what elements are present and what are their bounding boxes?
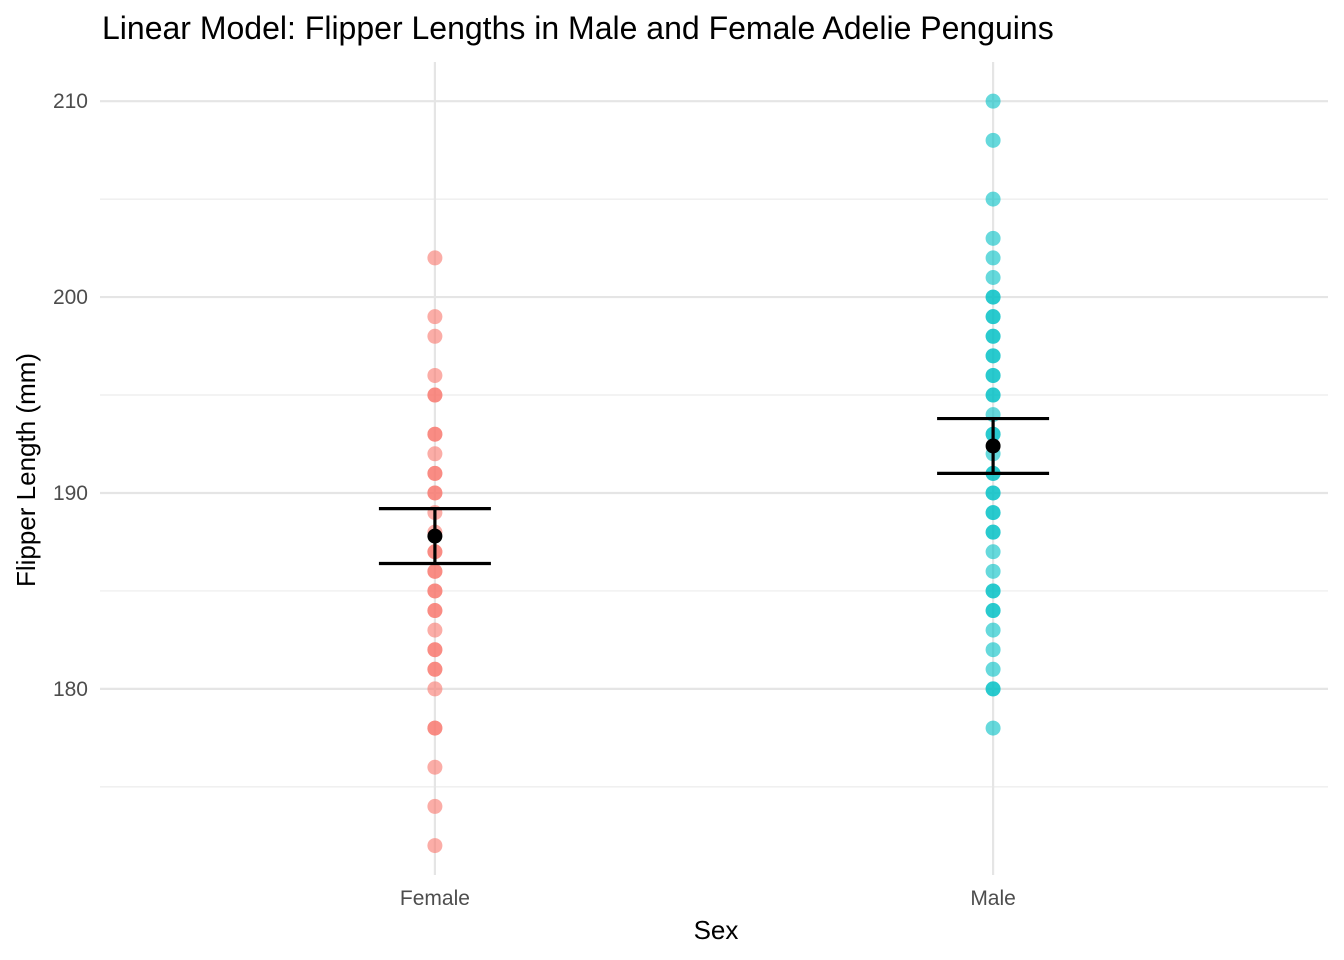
estimate-female xyxy=(378,507,491,566)
data-points xyxy=(427,93,1001,854)
data-point-male xyxy=(985,583,1001,599)
data-point-male xyxy=(985,622,1001,638)
data-point-male xyxy=(985,191,1001,207)
data-point-male xyxy=(985,132,1001,148)
y-tick-label: 210 xyxy=(53,90,88,113)
data-point-female xyxy=(427,838,443,854)
data-point-female xyxy=(427,426,443,442)
data-point-male xyxy=(985,289,1001,305)
y-axis-title: Flipper Length (mm) xyxy=(11,353,41,587)
data-point-female xyxy=(427,759,443,775)
x-tick-label: Female xyxy=(400,887,470,910)
grid xyxy=(100,62,1328,875)
data-point-male xyxy=(985,603,1001,619)
x-axis-tick-labels: Female Male xyxy=(400,887,1016,910)
x-axis-title: Sex xyxy=(694,915,739,945)
data-point-female xyxy=(427,583,443,599)
data-point-female xyxy=(427,720,443,736)
data-point-female xyxy=(427,485,443,501)
data-point-female xyxy=(427,563,443,579)
y-axis-tick-labels: 180 190 200 210 xyxy=(53,90,88,701)
estimate-male xyxy=(937,416,1050,475)
data-point-male xyxy=(985,269,1001,285)
data-point-male xyxy=(985,485,1001,501)
y-tick-label: 190 xyxy=(53,482,88,505)
data-point-male xyxy=(985,681,1001,697)
data-point-male xyxy=(985,387,1001,403)
data-point-male xyxy=(985,328,1001,344)
model-estimates xyxy=(378,416,1050,566)
x-tick-label: Male xyxy=(970,887,1016,910)
data-point-female xyxy=(427,446,443,462)
mean-point xyxy=(427,528,443,544)
data-point-male xyxy=(985,524,1001,540)
data-point-female xyxy=(427,309,443,325)
data-point-female xyxy=(427,681,443,697)
data-point-female xyxy=(427,622,443,638)
data-point-female xyxy=(427,465,443,481)
y-tick-label: 180 xyxy=(53,678,88,701)
data-point-male xyxy=(985,367,1001,383)
data-point-male xyxy=(985,309,1001,325)
data-point-female xyxy=(427,367,443,383)
data-point-male xyxy=(985,544,1001,560)
chart-title: Linear Model: Flipper Lengths in Male an… xyxy=(102,10,1054,46)
data-point-male xyxy=(985,348,1001,364)
data-point-female xyxy=(427,328,443,344)
mean-point xyxy=(985,438,1001,454)
data-point-female xyxy=(427,387,443,403)
data-point-male xyxy=(985,720,1001,736)
data-point-male xyxy=(985,563,1001,579)
data-point-male xyxy=(985,642,1001,658)
data-point-male xyxy=(985,661,1001,677)
data-point-male xyxy=(985,93,1001,109)
data-point-female xyxy=(427,250,443,266)
y-tick-label: 200 xyxy=(53,286,88,309)
data-point-female xyxy=(427,603,443,619)
data-point-male xyxy=(985,230,1001,246)
data-point-female xyxy=(427,661,443,677)
data-point-female xyxy=(427,642,443,658)
data-point-male xyxy=(985,250,1001,266)
data-point-male xyxy=(985,505,1001,521)
data-point-female xyxy=(427,798,443,814)
